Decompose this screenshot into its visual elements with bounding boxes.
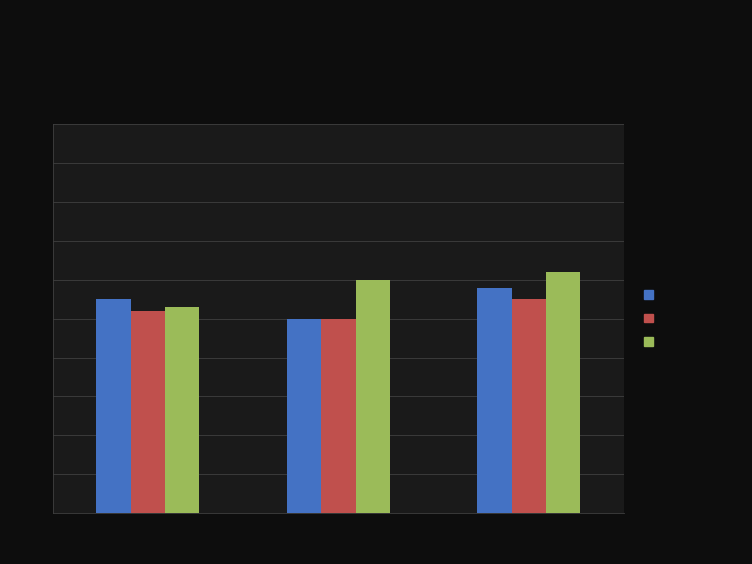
Bar — [321, 319, 356, 513]
Bar — [96, 299, 131, 513]
Bar — [478, 288, 512, 513]
Bar — [131, 311, 165, 513]
Bar — [287, 319, 321, 513]
Bar — [356, 280, 390, 513]
Bar — [512, 299, 546, 513]
Bar — [165, 307, 199, 513]
Bar — [546, 272, 581, 513]
Legend:  ,  ,  : , , — [641, 287, 666, 350]
